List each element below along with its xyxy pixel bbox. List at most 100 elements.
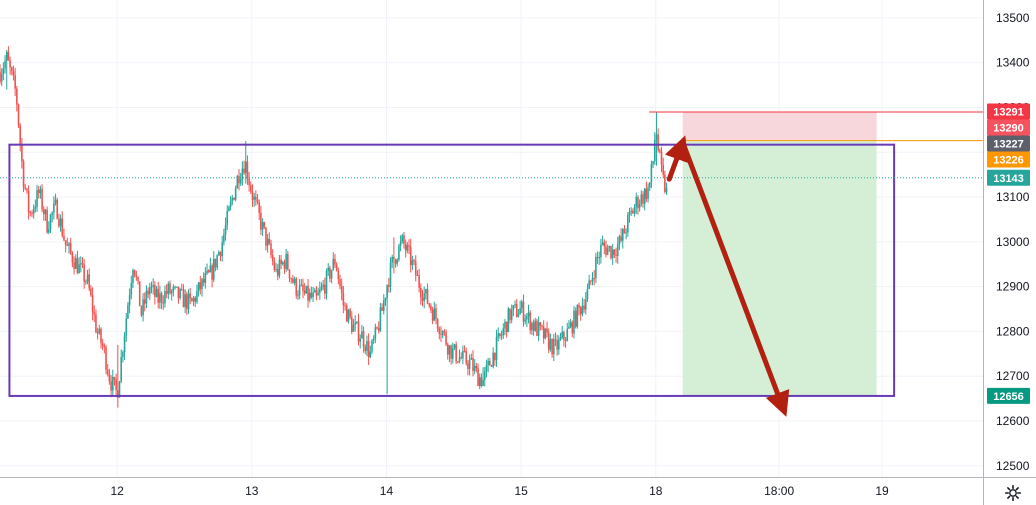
candle-body (394, 259, 397, 264)
candle-body (433, 308, 436, 321)
candle-body (31, 213, 33, 215)
candle-body (423, 293, 425, 301)
candle-body (138, 281, 141, 307)
candle-body (320, 286, 323, 290)
candle-body (297, 295, 299, 297)
candle-body (340, 285, 343, 293)
candle-body (610, 246, 612, 259)
candle-body (595, 256, 597, 279)
candle-body (69, 243, 72, 253)
price-badge (987, 135, 1030, 152)
candle-body (42, 209, 45, 215)
price-badges: 13291 13290 13227 13226 13143 12656 (987, 103, 1030, 404)
candle-body (581, 305, 584, 315)
x-tick-label: 18 (649, 484, 663, 498)
candle-body (483, 371, 486, 380)
candle-body (187, 293, 190, 310)
candle-body (191, 298, 193, 302)
candle-body (317, 293, 319, 296)
candle-body (379, 307, 382, 331)
candle-body (302, 284, 304, 291)
candle-body (472, 357, 474, 371)
candle-body (238, 175, 240, 184)
candle-body (650, 164, 653, 183)
candle-body (645, 188, 648, 199)
candle-body (616, 244, 619, 256)
candle-body (236, 175, 239, 189)
candle-body (335, 264, 338, 271)
candle-body (36, 190, 38, 207)
chart-settings-button[interactable] (1001, 482, 1025, 504)
candle-body (512, 305, 515, 310)
candle-body (552, 339, 555, 355)
candle-body (159, 293, 161, 303)
price-badge-label: 13291 (993, 107, 1024, 119)
candle-body (130, 283, 133, 296)
candle-body (115, 379, 117, 391)
candle-body (659, 150, 661, 152)
candle-body (391, 256, 393, 263)
candle-body (499, 333, 501, 336)
candle-body (108, 374, 111, 382)
gear-icon (1004, 484, 1022, 502)
candle-body (349, 309, 351, 318)
x-tick-label: 19 (875, 484, 889, 498)
candle-body (482, 379, 484, 386)
candle-body (605, 246, 607, 255)
candle-body (463, 351, 466, 353)
candle-body (467, 363, 469, 369)
candle-body (305, 285, 308, 294)
candle-body (233, 197, 235, 200)
candle-body (664, 174, 666, 192)
candle-body (519, 308, 521, 315)
candle-body (95, 314, 97, 333)
candle-body (542, 326, 545, 339)
candle-body (361, 331, 363, 339)
candle-body (590, 280, 592, 282)
candle-body (653, 139, 656, 162)
candle-body (352, 325, 355, 332)
candle-body (566, 328, 569, 341)
candle-body (507, 308, 510, 333)
candle-body (71, 252, 74, 263)
candle-body (313, 290, 316, 293)
grid-lines (0, 0, 983, 477)
candle-body (601, 242, 604, 245)
candle-body (189, 293, 192, 299)
candle-body (426, 289, 429, 304)
candle-body (4, 60, 6, 69)
candle-body (17, 104, 20, 126)
candle-body (354, 322, 356, 326)
candle-body (103, 346, 106, 348)
candle-body (244, 161, 247, 174)
candle-body (364, 346, 367, 351)
candle-body (531, 322, 533, 331)
x-tick-label: 13 (245, 484, 259, 498)
candle-body (113, 377, 116, 380)
candle-body (219, 252, 222, 256)
candle-body (255, 196, 257, 200)
candle-body (164, 291, 166, 304)
candle-body (630, 210, 633, 212)
candle-body (246, 161, 249, 179)
candle-body (356, 321, 358, 323)
candle-body (157, 288, 160, 303)
y-tick-label: 12800 (996, 324, 1030, 338)
candle-body (647, 187, 649, 199)
candle-body (620, 236, 622, 241)
candle-body (431, 309, 434, 321)
y-tick-label: 13500 (996, 11, 1030, 25)
candle-body (256, 199, 259, 203)
candle-body (59, 218, 62, 227)
candle-body (150, 286, 153, 288)
candle-body (154, 285, 156, 297)
candle-body (127, 305, 129, 319)
candle-body (307, 285, 309, 301)
x-tick-label: 14 (380, 484, 394, 498)
candle-body (61, 218, 64, 236)
candle-body (283, 262, 286, 269)
candle-body (0, 71, 1, 82)
candle-body (515, 304, 518, 317)
candle-body (120, 357, 122, 382)
